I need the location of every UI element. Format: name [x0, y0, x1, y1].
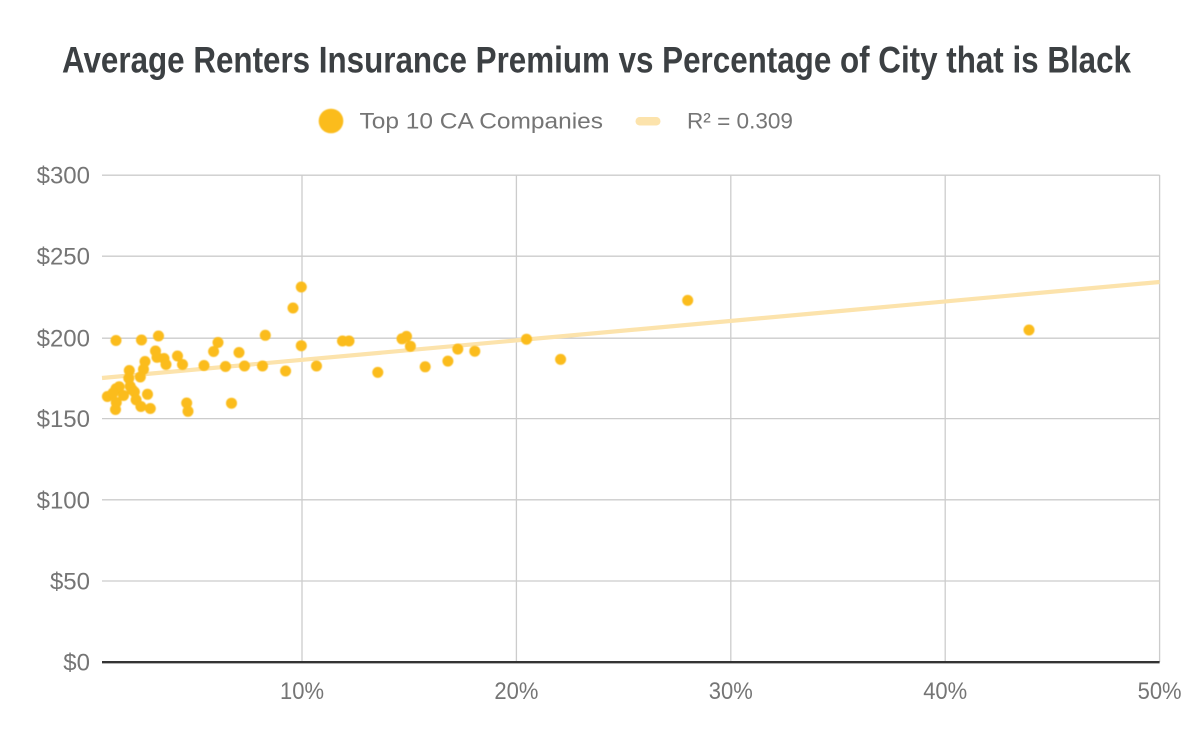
svg-text:$150: $150: [37, 406, 90, 433]
svg-text:$100: $100: [37, 487, 90, 514]
svg-text:$250: $250: [37, 244, 90, 271]
svg-text:Top 10 CA Companies: Top 10 CA Companies: [360, 109, 604, 134]
svg-text:50%: 50%: [1138, 678, 1182, 705]
svg-text:$50: $50: [50, 569, 90, 596]
svg-text:$300: $300: [37, 163, 90, 190]
svg-text:20%: 20%: [494, 678, 538, 705]
svg-text:30%: 30%: [709, 678, 753, 705]
svg-text:10%: 10%: [280, 678, 324, 705]
svg-text:40%: 40%: [923, 678, 967, 705]
svg-text:R² = 0.309: R² = 0.309: [687, 109, 793, 134]
svg-text:$200: $200: [37, 326, 90, 353]
svg-text:$0: $0: [63, 650, 90, 677]
svg-text:Average Renters Insurance Prem: Average Renters Insurance Premium vs Per…: [62, 40, 1131, 81]
